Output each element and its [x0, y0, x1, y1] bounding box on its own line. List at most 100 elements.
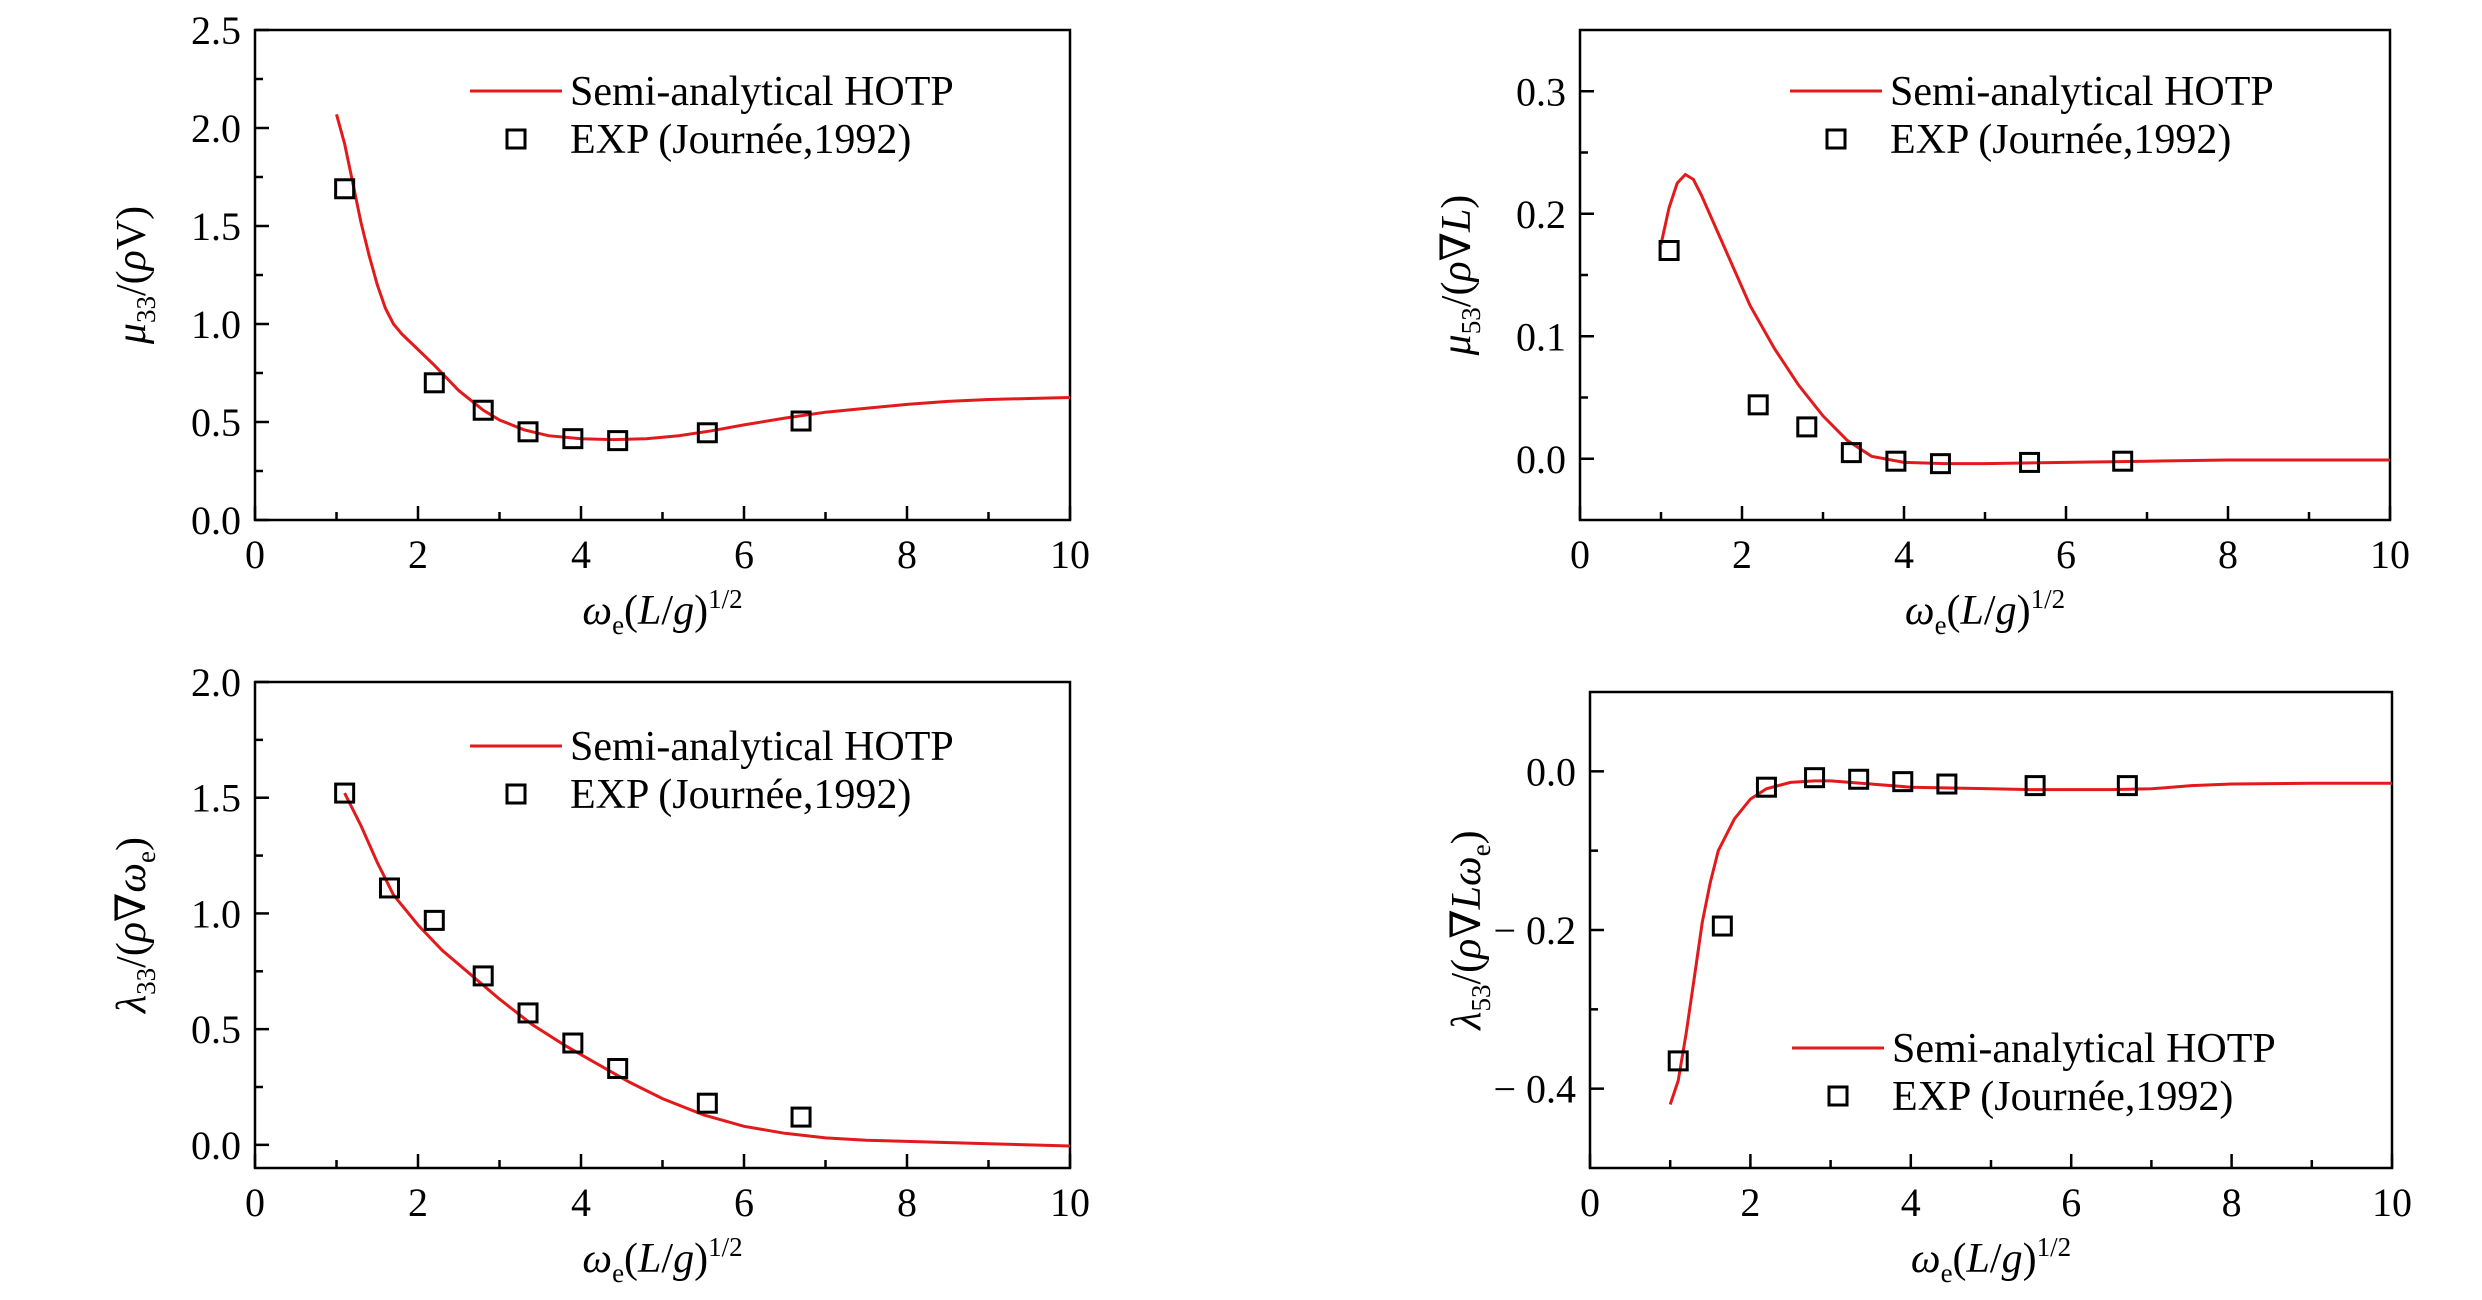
- y-tick-label: 1.5: [191, 204, 241, 249]
- x-tick-label: 0: [1580, 1180, 1600, 1225]
- exp-data-point: [1796, 416, 1818, 438]
- y-tick-label: 0.2: [1516, 192, 1566, 237]
- y-tick-label: 2.5: [191, 8, 241, 53]
- exp-data-point: [1848, 768, 1870, 790]
- x-tick-label: 8: [897, 532, 917, 577]
- x-tick-label: 6: [2061, 1180, 2081, 1225]
- x-axis-label: ωe(L/g)1/2: [1911, 1232, 2071, 1288]
- exp-data-point: [607, 1057, 629, 1079]
- legend-marker-label: EXP (Journée,1992): [570, 772, 911, 818]
- exp-data-point: [1892, 771, 1914, 793]
- exp-data-point: [790, 1106, 812, 1128]
- x-tick-label: 2: [408, 532, 428, 577]
- y-tick-label: 2.0: [191, 660, 241, 705]
- legend-marker-swatch: [1825, 128, 1847, 150]
- exp-data-point: [562, 1032, 584, 1054]
- exp-data-point: [378, 877, 400, 899]
- y-tick-label: 0.5: [191, 1007, 241, 1052]
- x-tick-label: 2: [1740, 1180, 1760, 1225]
- x-tick-label: 4: [1894, 532, 1914, 577]
- exp-data-point: [472, 399, 494, 421]
- x-tick-label: 8: [897, 1180, 917, 1225]
- x-tick-label: 6: [734, 532, 754, 577]
- exp-data-point: [1885, 450, 1907, 472]
- x-tick-label: 10: [2372, 1180, 2412, 1225]
- legend-marker-label: EXP (Journée,1992): [570, 117, 911, 163]
- chart-panel-2: 0 2 4 6 8 10 0.0 0.1 0.2 0.3 Semi-analytical HOTPE…: [1434, 28, 2410, 640]
- x-tick-label: 4: [571, 1180, 591, 1225]
- legend-marker-swatch: [505, 783, 527, 805]
- exp-data-point: [472, 965, 494, 987]
- x-tick-label: 2: [408, 1180, 428, 1225]
- y-tick-label: 1.5: [191, 776, 241, 821]
- y-tick-label: 1.0: [191, 302, 241, 347]
- x-tick-label: 0: [1570, 532, 1590, 577]
- y-tick-label: 2.0: [191, 106, 241, 151]
- y-tick-label: 0.0: [191, 1123, 241, 1168]
- legend-line-label: Semi-analytical HOTP: [1890, 69, 2274, 115]
- chart-panel-1: 0 2 4 6 8 10 0.0 0.5 1.0 1.5 2.0 2.5 Semi-analytical…: [109, 8, 1090, 640]
- x-tick-label: 0: [245, 1180, 265, 1225]
- x-axis-label: ωe(L/g)1/2: [582, 1232, 742, 1288]
- exp-data-point: [1755, 776, 1777, 798]
- exp-data-point: [334, 178, 356, 200]
- y-axis-label: μ53/(ρ∇L): [1434, 195, 1486, 357]
- x-tick-label: 4: [571, 532, 591, 577]
- legend-marker-label: EXP (Journée,1992): [1890, 117, 2231, 163]
- legend-marker-swatch: [505, 128, 527, 150]
- exp-data-point: [696, 1092, 718, 1114]
- exp-data-point: [562, 428, 584, 450]
- x-tick-label: 10: [1050, 532, 1090, 577]
- exp-data-point: [1804, 767, 1826, 789]
- exp-data-point: [607, 430, 629, 452]
- exp-data-point: [790, 410, 812, 432]
- chart-panel-3: 0 2 4 6 8 10 0.0 0.5 1.0 1.5 2.0 Semi-analytical HO…: [109, 660, 1090, 1288]
- exp-data-point: [1929, 453, 1951, 475]
- y-tick-label: 0.1: [1516, 314, 1566, 359]
- y-tick-label: − 0.4: [1493, 1067, 1576, 1112]
- exp-data-point: [423, 372, 445, 394]
- y-axis-label: λ53/(ρ∇Lωe): [1444, 830, 1496, 1031]
- x-axis-label: ωe(L/g)1/2: [1905, 584, 2065, 640]
- x-tick-label: 8: [2222, 1180, 2242, 1225]
- legend-line-label: Semi-analytical HOTP: [570, 69, 954, 115]
- x-tick-label: 10: [1050, 1180, 1090, 1225]
- x-tick-label: 6: [2056, 532, 2076, 577]
- x-tick-label: 2: [1732, 532, 1752, 577]
- y-axis-label: λ33/(ρ∇ωe): [109, 837, 161, 1015]
- exp-data-point: [517, 421, 539, 443]
- exp-data-point: [696, 422, 718, 444]
- legend-line-label: Semi-analytical HOTP: [1892, 1026, 2276, 1072]
- y-tick-label: 0.0: [1526, 749, 1576, 794]
- exp-data-point: [2019, 451, 2041, 473]
- legend-marker-label: EXP (Journée,1992): [1892, 1074, 2233, 1120]
- legend-line-label: Semi-analytical HOTP: [570, 724, 954, 770]
- x-axis-label: ωe(L/g)1/2: [582, 584, 742, 640]
- x-tick-label: 10: [2370, 532, 2410, 577]
- exp-data-point: [2112, 450, 2134, 472]
- exp-data-point: [1711, 915, 1733, 937]
- exp-data-point: [1658, 240, 1680, 261]
- y-tick-label: 0.0: [191, 498, 241, 543]
- x-tick-label: 4: [1901, 1180, 1921, 1225]
- series-line-hotp: [1659, 172, 2390, 466]
- y-axis-label: μ33/(ρV): [109, 206, 161, 345]
- exp-data-point: [1840, 442, 1862, 464]
- series-line-hotp: [343, 792, 1071, 1148]
- exp-data-point: [423, 909, 445, 931]
- y-tick-label: 0.0: [1516, 437, 1566, 482]
- y-tick-label: 1.0: [191, 891, 241, 936]
- series-line-hotp: [1668, 779, 2392, 1105]
- x-tick-label: 0: [245, 532, 265, 577]
- exp-data-point: [334, 782, 356, 804]
- exp-data-point: [1667, 1050, 1689, 1072]
- exp-data-point: [1747, 394, 1769, 416]
- y-tick-label: − 0.2: [1493, 908, 1576, 953]
- y-tick-label: 0.5: [191, 400, 241, 445]
- x-tick-label: 8: [2218, 532, 2238, 577]
- exp-data-point: [2116, 775, 2138, 797]
- chart-panel-4: 0 2 4 6 8 10 0.0 − 0.2 − 0.4 Semi-analytical HOTP…: [1444, 690, 2412, 1288]
- exp-data-point: [2024, 775, 2046, 797]
- exp-data-point: [1936, 773, 1958, 795]
